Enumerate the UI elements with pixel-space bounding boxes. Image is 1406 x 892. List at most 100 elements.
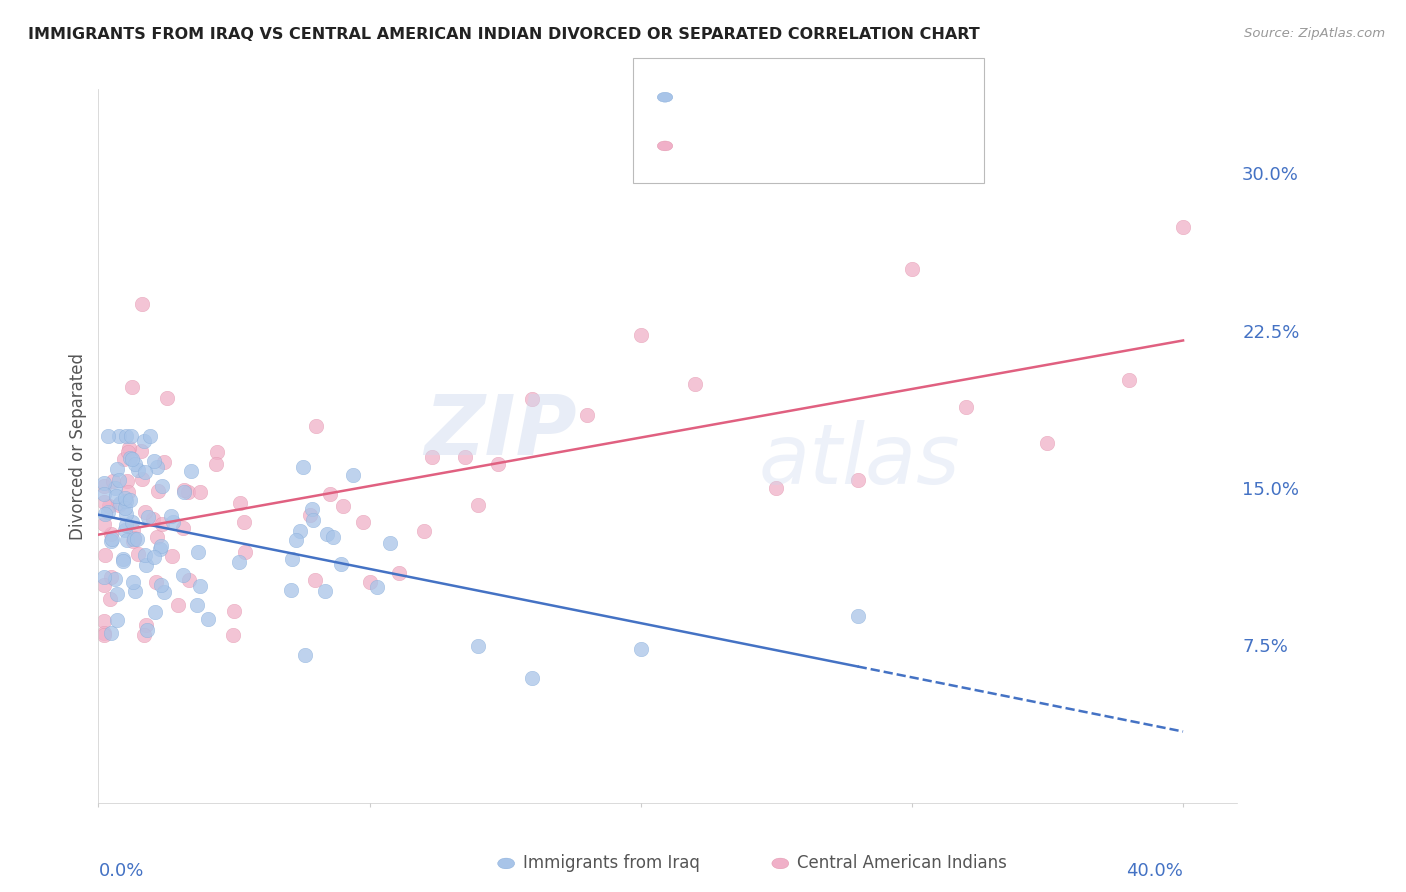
Point (145, 459, 167, 474)
Text: N = 75: N = 75 (808, 137, 869, 155)
Point (93, 570, 115, 584)
Point (330, 558, 353, 572)
Point (143, 549, 166, 564)
Point (108, 428, 131, 442)
Point (291, 459, 314, 474)
Point (301, 513, 323, 527)
Text: 0.0%: 0.0% (98, 862, 143, 880)
Text: 40.0%: 40.0% (1126, 862, 1182, 880)
Point (125, 532, 148, 546)
Point (135, 558, 157, 572)
Point (290, 524, 312, 538)
Point (115, 428, 138, 442)
Point (98, 592, 121, 607)
Point (342, 468, 364, 483)
Point (298, 508, 321, 522)
Point (301, 502, 323, 516)
Point (205, 457, 228, 471)
Point (173, 483, 195, 497)
Point (359, 574, 381, 589)
Point (187, 545, 209, 559)
Point (522, 672, 544, 686)
Point (149, 578, 172, 592)
Point (98, 500, 121, 514)
Point (143, 605, 166, 619)
Point (104, 481, 127, 495)
Point (101, 474, 124, 488)
Point (104, 572, 127, 586)
Point (97, 428, 120, 442)
Point (121, 379, 143, 393)
Point (139, 428, 162, 442)
Point (114, 523, 136, 537)
Point (114, 501, 136, 516)
Point (112, 554, 135, 568)
Point (280, 583, 302, 598)
Point (111, 552, 134, 566)
Point (229, 496, 252, 510)
Point (100, 534, 122, 549)
Point (93, 475, 115, 490)
Point (322, 530, 344, 544)
Point (186, 598, 208, 612)
Point (134, 465, 156, 479)
Point (285, 533, 308, 548)
Point (172, 567, 194, 582)
Point (108, 473, 131, 487)
Point (366, 580, 388, 594)
Point (162, 549, 184, 564)
Point (630, 641, 652, 656)
Point (93, 628, 115, 642)
Text: Immigrants from Iraq: Immigrants from Iraq (523, 855, 700, 872)
Point (222, 628, 245, 642)
Point (314, 583, 336, 598)
Point (134, 505, 156, 519)
Point (233, 515, 256, 529)
Point (117, 442, 139, 456)
Point (114, 507, 136, 521)
Point (177, 573, 200, 587)
Point (233, 545, 256, 559)
Point (152, 455, 174, 469)
Point (228, 555, 250, 569)
Text: N = 84: N = 84 (808, 88, 869, 106)
Point (197, 612, 219, 626)
Point (121, 452, 143, 467)
Point (136, 509, 159, 524)
Point (150, 479, 173, 493)
Point (846, 609, 869, 624)
Point (352, 515, 374, 529)
Point (121, 516, 143, 530)
Text: atlas: atlas (759, 420, 960, 500)
Point (180, 464, 202, 478)
Point (162, 516, 184, 530)
Text: IMMIGRANTS FROM IRAQ VS CENTRAL AMERICAN INDIAN DIVORCED OR SEPARATED CORRELATIO: IMMIGRANTS FROM IRAQ VS CENTRAL AMERICAN… (28, 27, 980, 42)
Point (294, 648, 316, 662)
Point (120, 451, 142, 466)
Point (224, 604, 246, 618)
Point (454, 450, 477, 464)
Point (486, 458, 509, 472)
Point (420, 450, 443, 464)
Point (143, 454, 166, 468)
Point (93, 479, 115, 493)
Point (127, 463, 149, 477)
Point (115, 533, 138, 547)
Point (148, 484, 170, 499)
Point (145, 575, 167, 590)
Text: Central American Indians: Central American Indians (797, 855, 1007, 872)
Point (134, 548, 156, 562)
Point (305, 419, 328, 434)
Point (127, 547, 149, 561)
Point (100, 625, 122, 640)
Point (120, 428, 142, 442)
Point (93, 507, 115, 521)
Point (131, 297, 153, 311)
Point (846, 474, 869, 488)
Text: Source: ZipAtlas.com: Source: ZipAtlas.com (1244, 27, 1385, 40)
Point (150, 516, 173, 531)
Point (160, 509, 183, 524)
Point (105, 462, 128, 476)
Point (122, 532, 145, 546)
Point (955, 400, 977, 414)
